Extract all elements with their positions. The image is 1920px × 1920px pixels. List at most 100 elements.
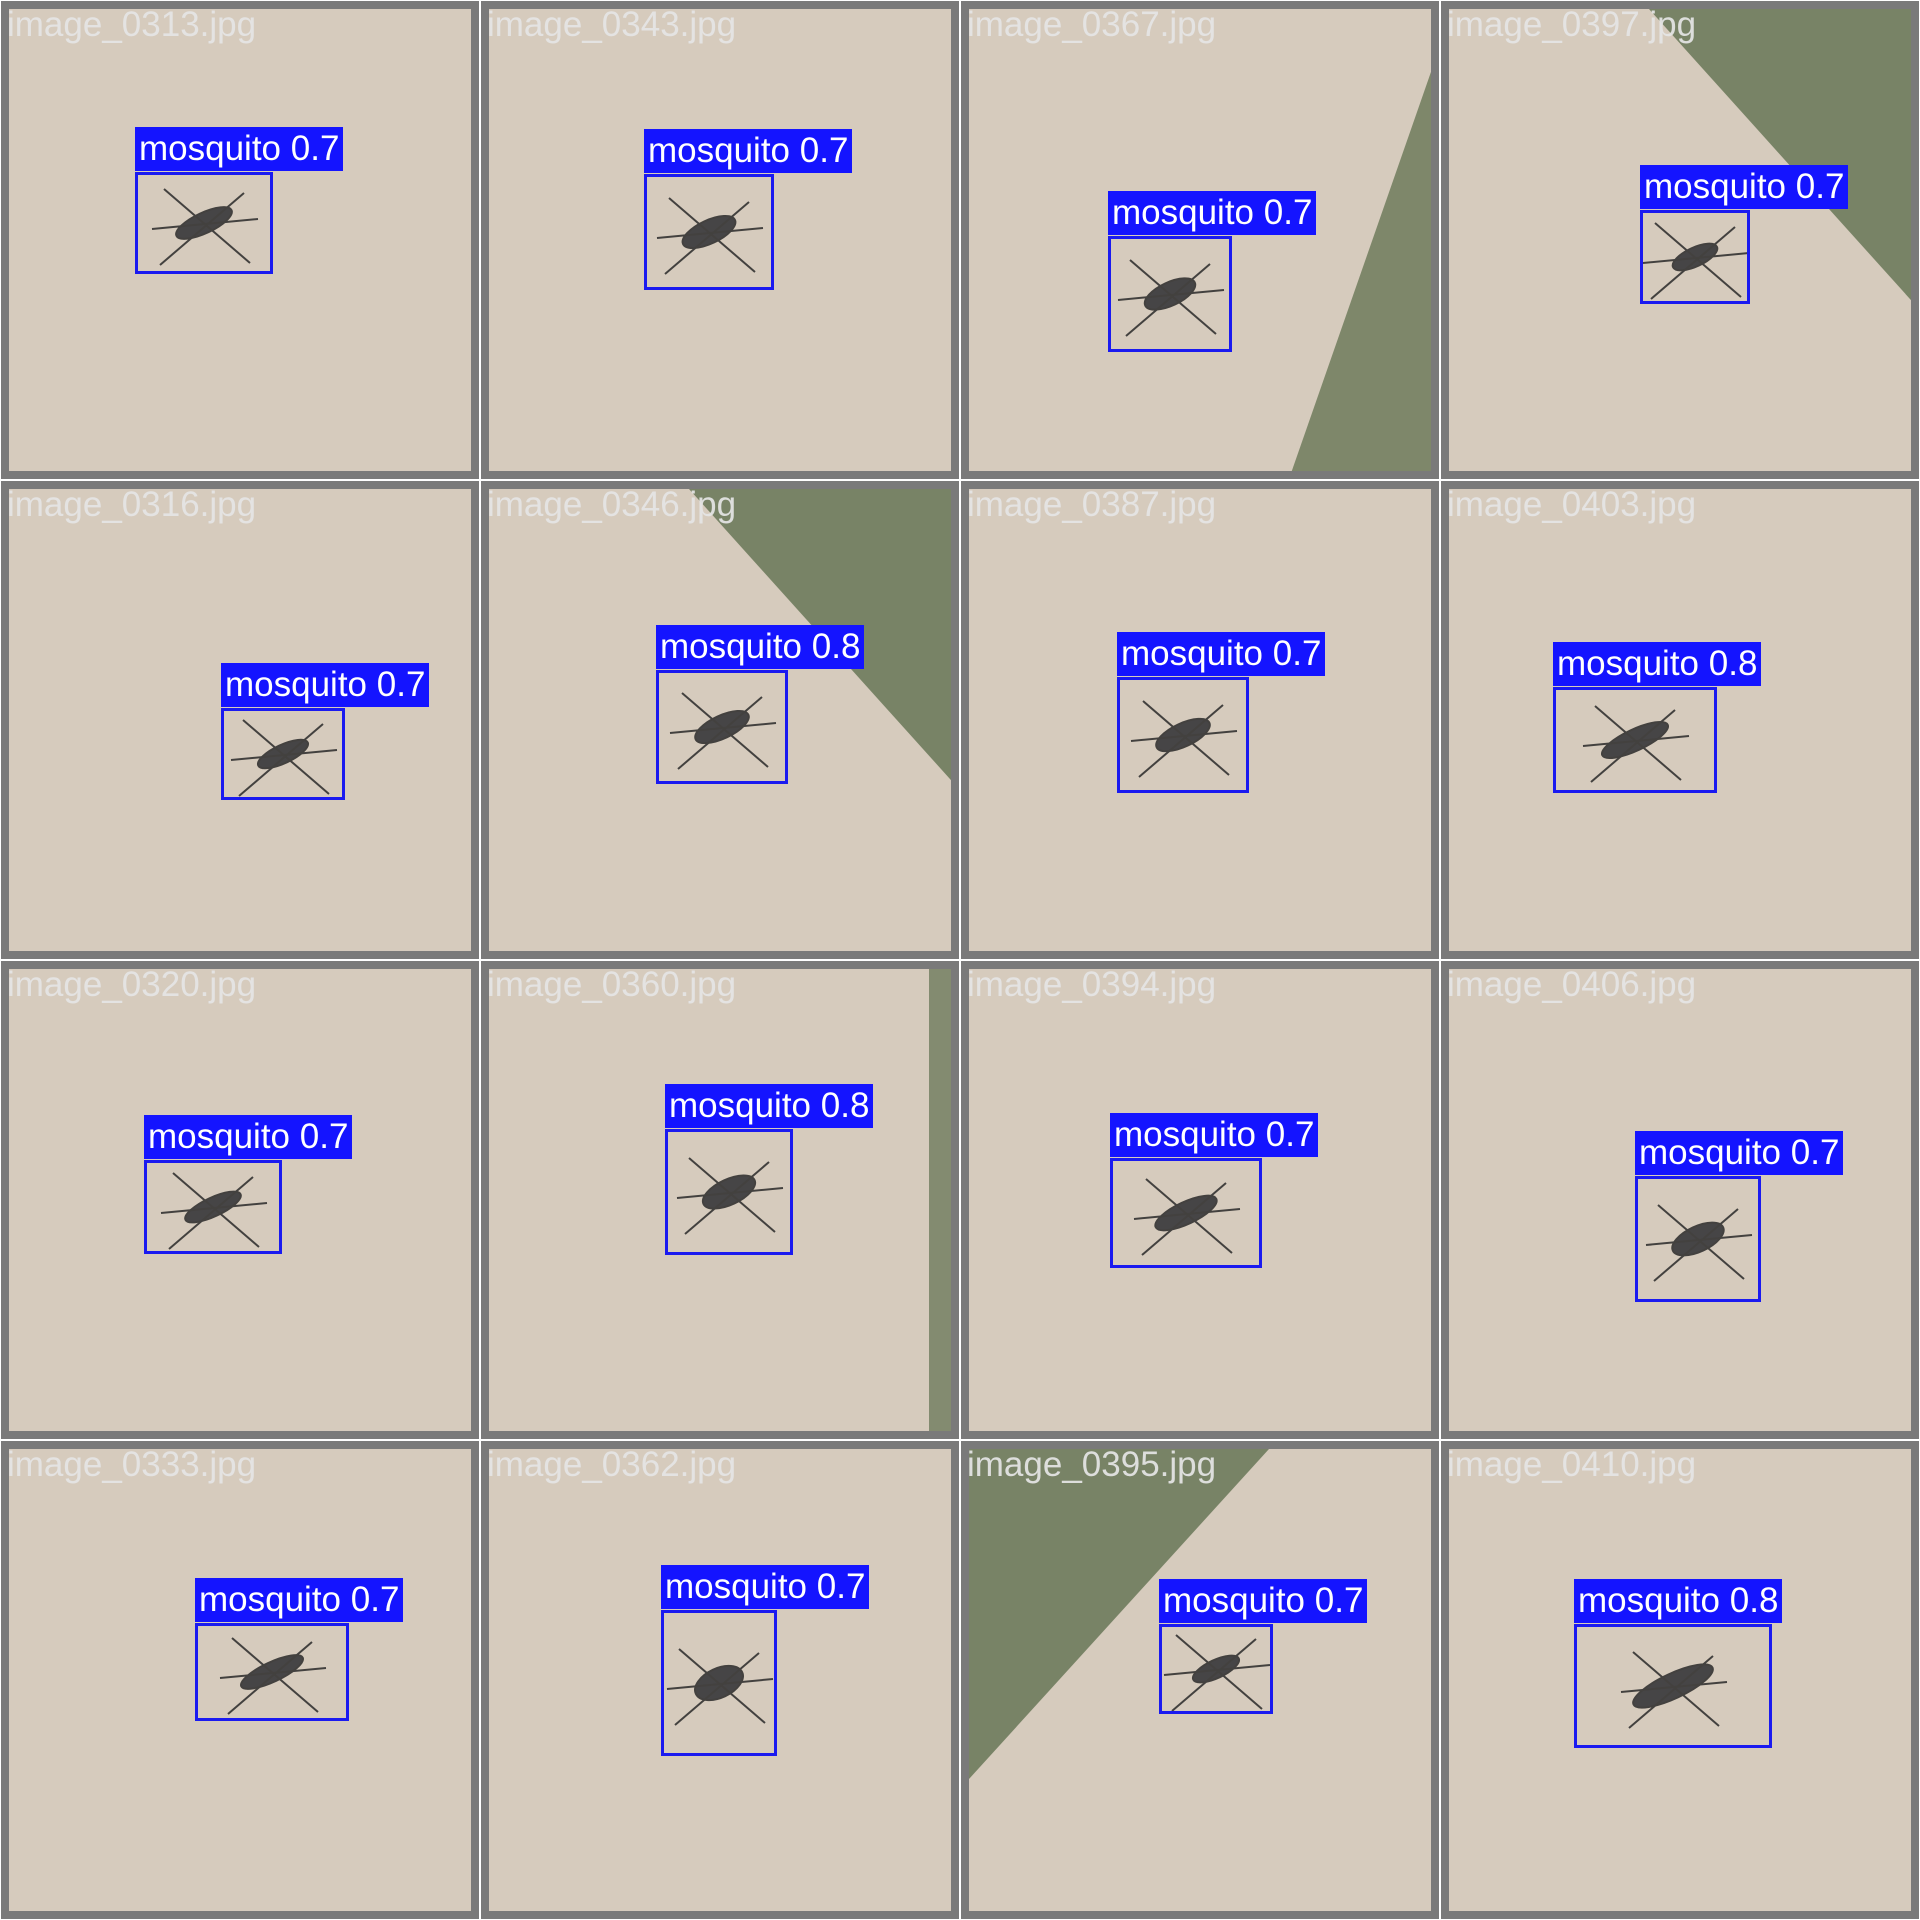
image-filename: image_0367.jpg [967, 5, 1217, 44]
class-name: mosquito [1578, 1581, 1721, 1620]
class-name: mosquito [148, 1117, 291, 1156]
detection-tile: image_0406.jpg mosquito 0.7 [1441, 961, 1919, 1439]
class-name: mosquito [648, 131, 791, 170]
confidence-score: 0.7 [1265, 1115, 1315, 1154]
confidence-score: 0.7 [1263, 193, 1313, 232]
confidence-score: 0.7 [376, 665, 426, 704]
mosquito-shape [676, 1157, 784, 1235]
mosquito-shape [669, 692, 777, 770]
confidence-score: 0.7 [799, 131, 849, 170]
class-name: mosquito [1112, 193, 1255, 232]
detection-tile: image_0410.jpg mosquito 0.8 [1441, 1441, 1919, 1919]
bounding-box: mosquito 0.7 [1159, 1579, 1368, 1714]
skin-photo [969, 489, 1431, 951]
class-name: mosquito [665, 1567, 808, 1606]
class-name: mosquito [660, 627, 803, 666]
image-filename: image_0395.jpg [967, 1445, 1217, 1484]
detection-label: mosquito 0.7 [221, 663, 430, 707]
image-filename: image_0316.jpg [7, 485, 257, 524]
skin-photo [1449, 489, 1911, 951]
skin-photo [1449, 1449, 1911, 1911]
skin-photo [9, 9, 471, 471]
detection-label: mosquito 0.8 [1574, 1579, 1783, 1623]
mosquito-shape [160, 1172, 268, 1250]
class-name: mosquito [1163, 1581, 1306, 1620]
image-filename: image_0333.jpg [7, 1445, 257, 1484]
image-filename: image_0403.jpg [1447, 485, 1697, 524]
mosquito-shape [1620, 1651, 1728, 1729]
detection-tile: image_0346.jpg mosquito 0.8 [481, 481, 959, 959]
detection-label: mosquito 0.7 [661, 1565, 870, 1609]
skin-photo [1449, 9, 1911, 471]
class-name: mosquito [669, 1086, 812, 1125]
detection-tile: image_0316.jpg mosquito 0.7 [1, 481, 479, 959]
image-filename: image_0397.jpg [1447, 5, 1697, 44]
detection-label: mosquito 0.7 [644, 129, 853, 173]
class-name: mosquito [1114, 1115, 1257, 1154]
detection-label: mosquito 0.7 [1108, 191, 1317, 235]
image-filename: image_0410.jpg [1447, 1445, 1697, 1484]
class-name: mosquito [1121, 634, 1264, 673]
mosquito-shape [1642, 222, 1750, 300]
detection-tile: image_0394.jpg mosquito 0.7 [961, 961, 1439, 1439]
detection-label: mosquito 0.7 [135, 127, 344, 171]
skin-photo [1449, 969, 1911, 1431]
bounding-box: mosquito 0.7 [195, 1578, 404, 1721]
bounding-box: mosquito 0.8 [656, 625, 865, 784]
bounding-box: mosquito 0.7 [1640, 165, 1849, 304]
confidence-score: 0.7 [299, 1117, 349, 1156]
mosquito-shape [219, 1637, 327, 1715]
skin-photo [489, 969, 951, 1431]
detection-tile: image_0360.jpg mosquito 0.8 [481, 961, 959, 1439]
detection-tile: image_0395.jpg mosquito 0.7 [961, 1441, 1439, 1919]
bounding-box: mosquito 0.8 [1574, 1579, 1783, 1748]
skin-photo [9, 969, 471, 1431]
detection-tile: image_0362.jpg mosquito 0.7 [481, 1441, 959, 1919]
skin-photo [9, 489, 471, 951]
confidence-score: 0.7 [1272, 634, 1322, 673]
detection-tile: image_0367.jpg mosquito 0.7 [961, 1, 1439, 479]
skin-photo [969, 969, 1431, 1431]
bounding-box: mosquito 0.8 [1553, 642, 1762, 793]
skin-photo [489, 9, 951, 471]
detection-tile: image_0397.jpg mosquito 0.7 [1441, 1, 1919, 479]
bounding-box: mosquito 0.7 [661, 1565, 870, 1756]
bounding-box: mosquito 0.7 [644, 129, 853, 290]
image-filename: image_0320.jpg [7, 965, 257, 1004]
confidence-score: 0.7 [290, 129, 340, 168]
bounding-box: mosquito 0.7 [1110, 1113, 1319, 1268]
bounding-box: mosquito 0.7 [144, 1115, 353, 1254]
skin-photo [969, 9, 1431, 471]
image-filename: image_0362.jpg [487, 1445, 737, 1484]
detection-label: mosquito 0.7 [1117, 632, 1326, 676]
mosquito-shape [1130, 700, 1238, 778]
class-name: mosquito [1639, 1133, 1782, 1172]
bounding-box: mosquito 0.8 [665, 1084, 874, 1255]
image-filename: image_0406.jpg [1447, 965, 1697, 1004]
detection-label: mosquito 0.8 [656, 625, 865, 669]
confidence-score: 0.7 [350, 1580, 400, 1619]
detection-tile: image_0313.jpg mosquito 0.7 [1, 1, 479, 479]
skin-photo [969, 1449, 1431, 1911]
bounding-box: mosquito 0.7 [1117, 632, 1326, 793]
detection-label: mosquito 0.8 [665, 1084, 874, 1128]
bounding-box: mosquito 0.7 [221, 663, 430, 800]
detection-label: mosquito 0.8 [1553, 642, 1762, 686]
confidence-score: 0.7 [1314, 1581, 1364, 1620]
confidence-score: 0.8 [811, 627, 861, 666]
confidence-score: 0.7 [1790, 1133, 1840, 1172]
mosquito-shape [1133, 1178, 1241, 1256]
confidence-score: 0.8 [1708, 644, 1758, 683]
mosquito-shape [1582, 705, 1690, 783]
confidence-score: 0.7 [1795, 167, 1845, 206]
confidence-score: 0.8 [1729, 1581, 1779, 1620]
detection-label: mosquito 0.7 [144, 1115, 353, 1159]
mosquito-shape [656, 197, 764, 275]
mosquito-shape [230, 719, 338, 797]
skin-photo [9, 1449, 471, 1911]
mosquito-shape [1645, 1204, 1753, 1282]
detection-label: mosquito 0.7 [195, 1578, 404, 1622]
mosquito-shape [1163, 1634, 1271, 1712]
mosquito-shape [1117, 259, 1225, 337]
